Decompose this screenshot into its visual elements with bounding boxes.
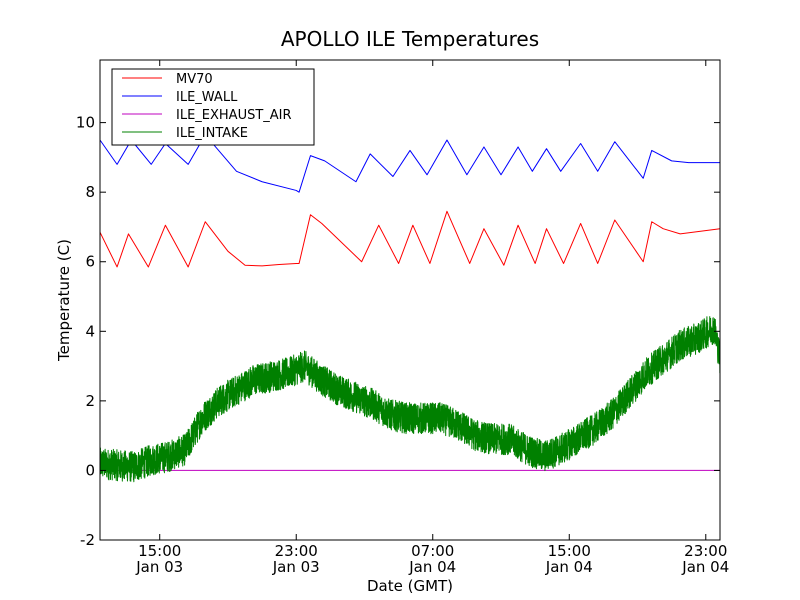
legend: MV70 ILE_WALL ILE_EXHAUST_AIR ILE_INTAKE [111,68,315,146]
x-tick-label-date: Jan 03 [272,558,320,576]
chart-title: APOLLO ILE Temperatures [281,27,539,51]
y-tick-label: 8 [85,183,95,201]
x-tick-label-time: 23:00 [684,542,727,560]
x-tick-label-time: 23:00 [275,542,318,560]
y-tick-label: 0 [85,461,95,479]
series-line-ile-wall [99,134,720,193]
series-layer [99,134,721,483]
y-tick-label: 2 [85,392,95,410]
series-line-ile-intake [99,316,721,483]
x-tick-label-time: 15:00 [548,542,591,560]
x-tick-label-date: Jan 04 [545,558,593,576]
x-axis-label: Date (GMT) [367,577,453,595]
y-tick-label: 6 [85,253,95,271]
y-axis-label: Temperature (C) [55,239,73,362]
series-line-mv70 [99,210,721,268]
x-tick-label-date: Jan 03 [135,558,183,576]
plot-frame [99,59,721,541]
x-tick-label-time: 07:00 [411,542,454,560]
y-tick-label: -2 [80,531,95,549]
legend-label-ile-exhaust-air: ILE_EXHAUST_AIR [176,108,292,123]
x-tick-label-date: Jan 04 [681,558,729,576]
y-tick-label: 10 [76,114,95,132]
legend-label-ile-wall: ILE_WALL [176,90,238,105]
x-tick-label-time: 15:00 [138,542,181,560]
legend-label-ile-intake: ILE_INTAKE [176,126,248,141]
y-tick-label: 4 [85,322,95,340]
x-tick-label-date: Jan 04 [408,558,456,576]
legend-label-mv70: MV70 [176,72,213,87]
